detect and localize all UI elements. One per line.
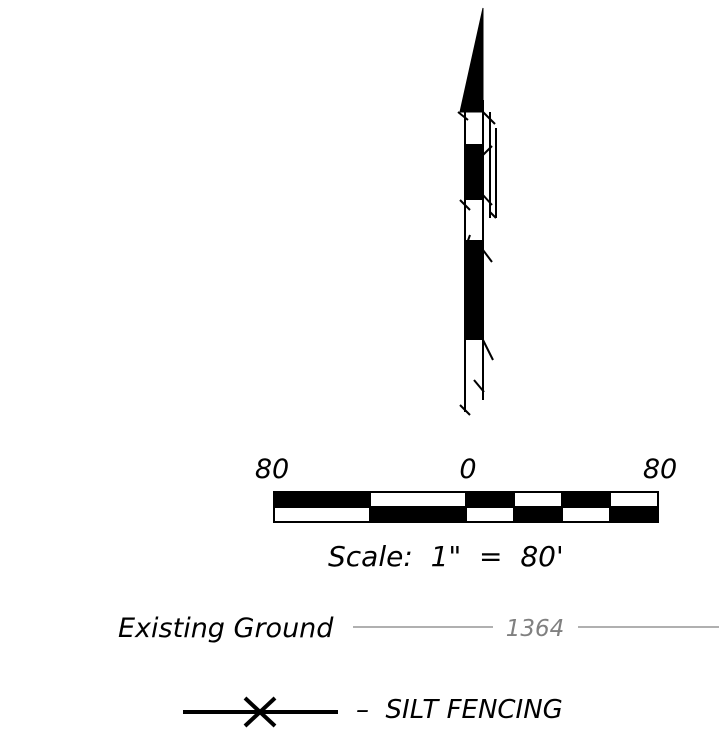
scale-label-right: 80 [643, 454, 677, 485]
scale-caption: Scale: 1" = 80' [328, 540, 564, 573]
scale-label-center: 0 [459, 454, 476, 485]
existing-ground-label: Existing Ground [118, 613, 334, 644]
scale-label-left: 80 [255, 454, 289, 485]
existing-ground-contour-value: 1364 [506, 616, 565, 642]
silt-fence-label: – SILT FENCING [356, 695, 563, 725]
silt-fence-x-icon [183, 696, 338, 728]
scale-bar [273, 491, 659, 523]
north-arrow-icon [457, 7, 497, 416]
